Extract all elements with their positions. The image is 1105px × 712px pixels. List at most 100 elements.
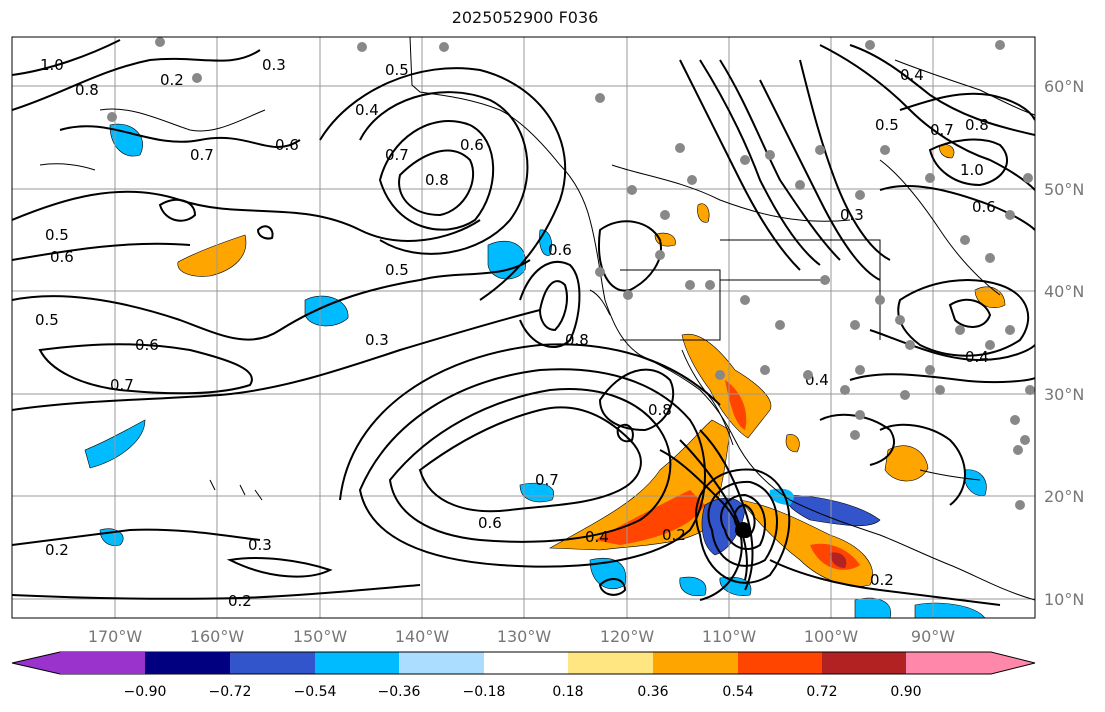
colorbar-segment bbox=[568, 652, 653, 674]
station-dot bbox=[675, 143, 685, 153]
colorbar-tick-label: 0.36 bbox=[637, 684, 668, 700]
positive-anomaly-region bbox=[785, 434, 800, 453]
negative-anomaly-region bbox=[304, 295, 349, 327]
station-dot bbox=[660, 210, 670, 220]
lon-tick-label: 100°W bbox=[804, 627, 859, 646]
colorbar-tick-label: 0.54 bbox=[722, 684, 753, 700]
colorbar-segment bbox=[315, 652, 399, 674]
station-dot bbox=[687, 175, 697, 185]
station-dot bbox=[850, 430, 860, 440]
colorbar-segment bbox=[738, 652, 822, 674]
contour-label: 0.8 bbox=[965, 116, 989, 134]
positive-anomaly-region bbox=[697, 203, 710, 223]
lat-tick-label: 40°N bbox=[1044, 282, 1084, 301]
colorbar-segment bbox=[906, 652, 991, 674]
station-dot bbox=[815, 145, 825, 155]
lon-tick-label: 120°W bbox=[600, 627, 655, 646]
map-border bbox=[11, 36, 1036, 619]
station-dot bbox=[985, 340, 995, 350]
station-dot bbox=[655, 250, 665, 260]
contour-label: 0.6 bbox=[972, 198, 996, 216]
lat-tick-label: 10°N bbox=[1044, 590, 1084, 609]
shading-layer bbox=[84, 123, 1006, 618]
station-dot bbox=[627, 185, 637, 195]
lon-tick-label: 90°W bbox=[911, 627, 955, 646]
colorbar-tick-label: 0.90 bbox=[890, 684, 921, 700]
positive-anomaly-region bbox=[725, 380, 747, 430]
colorbar-tick-label: −0.72 bbox=[209, 684, 252, 700]
contour-label: 0.6 bbox=[548, 241, 572, 259]
contour-label: 0.7 bbox=[535, 471, 559, 489]
station-dot bbox=[865, 40, 875, 50]
colorbar-tick-label: −0.36 bbox=[378, 684, 421, 700]
station-dot bbox=[705, 280, 715, 290]
station-dot bbox=[715, 370, 725, 380]
contour-label: 0.7 bbox=[385, 146, 409, 164]
contour-label: 0.6 bbox=[135, 336, 159, 354]
station-dot bbox=[960, 235, 970, 245]
colorbar-segment bbox=[145, 652, 230, 674]
contour-label: 0.2 bbox=[45, 541, 69, 559]
contour-label: 0.8 bbox=[75, 81, 99, 99]
contour-label: 0.6 bbox=[478, 514, 502, 532]
contour-label: 0.5 bbox=[385, 261, 409, 279]
station-dot bbox=[192, 73, 202, 83]
station-dot bbox=[795, 180, 805, 190]
colorbar-segment bbox=[653, 652, 738, 674]
station-dot bbox=[803, 370, 813, 380]
contour-label: 0.5 bbox=[875, 116, 899, 134]
positive-anomaly-region bbox=[595, 490, 705, 545]
colorbar-tick-label: 0.18 bbox=[552, 684, 583, 700]
station-dot bbox=[740, 155, 750, 165]
station-dot bbox=[760, 365, 770, 375]
colorbar-segment bbox=[60, 652, 145, 674]
negative-anomaly-region bbox=[784, 494, 881, 527]
station-dot bbox=[1020, 435, 1030, 445]
lat-tick-label: 30°N bbox=[1044, 385, 1084, 404]
lon-axis: 170°W 160°W 150°W 140°W 130°W 120°W 110°… bbox=[88, 627, 955, 646]
station-dot bbox=[685, 280, 695, 290]
lat-tick-label: 60°N bbox=[1044, 77, 1084, 96]
positive-anomaly-region bbox=[939, 144, 955, 159]
contour-label: 0.8 bbox=[425, 171, 449, 189]
lon-tick-label: 170°W bbox=[88, 627, 143, 646]
contour-label: 0.4 bbox=[900, 66, 924, 84]
station-dot bbox=[595, 267, 605, 277]
station-dot bbox=[855, 365, 865, 375]
contour-label: 0.5 bbox=[45, 226, 69, 244]
colorbar-min-extension bbox=[12, 652, 60, 674]
station-dot bbox=[1005, 210, 1015, 220]
station-dot bbox=[900, 390, 910, 400]
contour-label: 0.2 bbox=[228, 592, 252, 610]
colorbar-tick-label: −0.54 bbox=[294, 684, 337, 700]
contour-label: 0.6 bbox=[50, 248, 74, 266]
negative-anomaly-region bbox=[769, 488, 794, 505]
contour-label: 0.3 bbox=[248, 536, 272, 554]
station-dot bbox=[107, 112, 117, 122]
station-dot bbox=[1005, 325, 1015, 335]
station-dot bbox=[740, 295, 750, 305]
lon-tick-label: 110°W bbox=[702, 627, 757, 646]
station-dot bbox=[880, 145, 890, 155]
contour-label: 0.3 bbox=[262, 56, 286, 74]
station-dot bbox=[840, 385, 850, 395]
contour-label: 0.3 bbox=[365, 331, 389, 349]
colorbar-max-extension bbox=[991, 652, 1035, 674]
negative-anomaly-region bbox=[964, 469, 987, 496]
contour-label: 0.8 bbox=[648, 401, 672, 419]
contour-label: 0.5 bbox=[385, 61, 409, 79]
lat-axis: 60°N 50°N 40°N 30°N 20°N 10°N bbox=[1044, 77, 1084, 609]
lon-tick-label: 160°W bbox=[190, 627, 245, 646]
station-dot bbox=[985, 253, 995, 263]
station-dot bbox=[995, 40, 1005, 50]
cyclone-center bbox=[735, 522, 751, 538]
contour-label: 0.7 bbox=[190, 146, 214, 164]
contour-label: 0.2 bbox=[662, 526, 686, 544]
contour-label: 0.6 bbox=[460, 136, 484, 154]
station-dots bbox=[107, 37, 1035, 510]
station-dot bbox=[1013, 445, 1023, 455]
station-dot bbox=[595, 93, 605, 103]
station-dot bbox=[357, 42, 367, 52]
colorbar: −0.90 −0.72 −0.54 −0.36 −0.18 0.18 0.36 … bbox=[11, 651, 1036, 700]
